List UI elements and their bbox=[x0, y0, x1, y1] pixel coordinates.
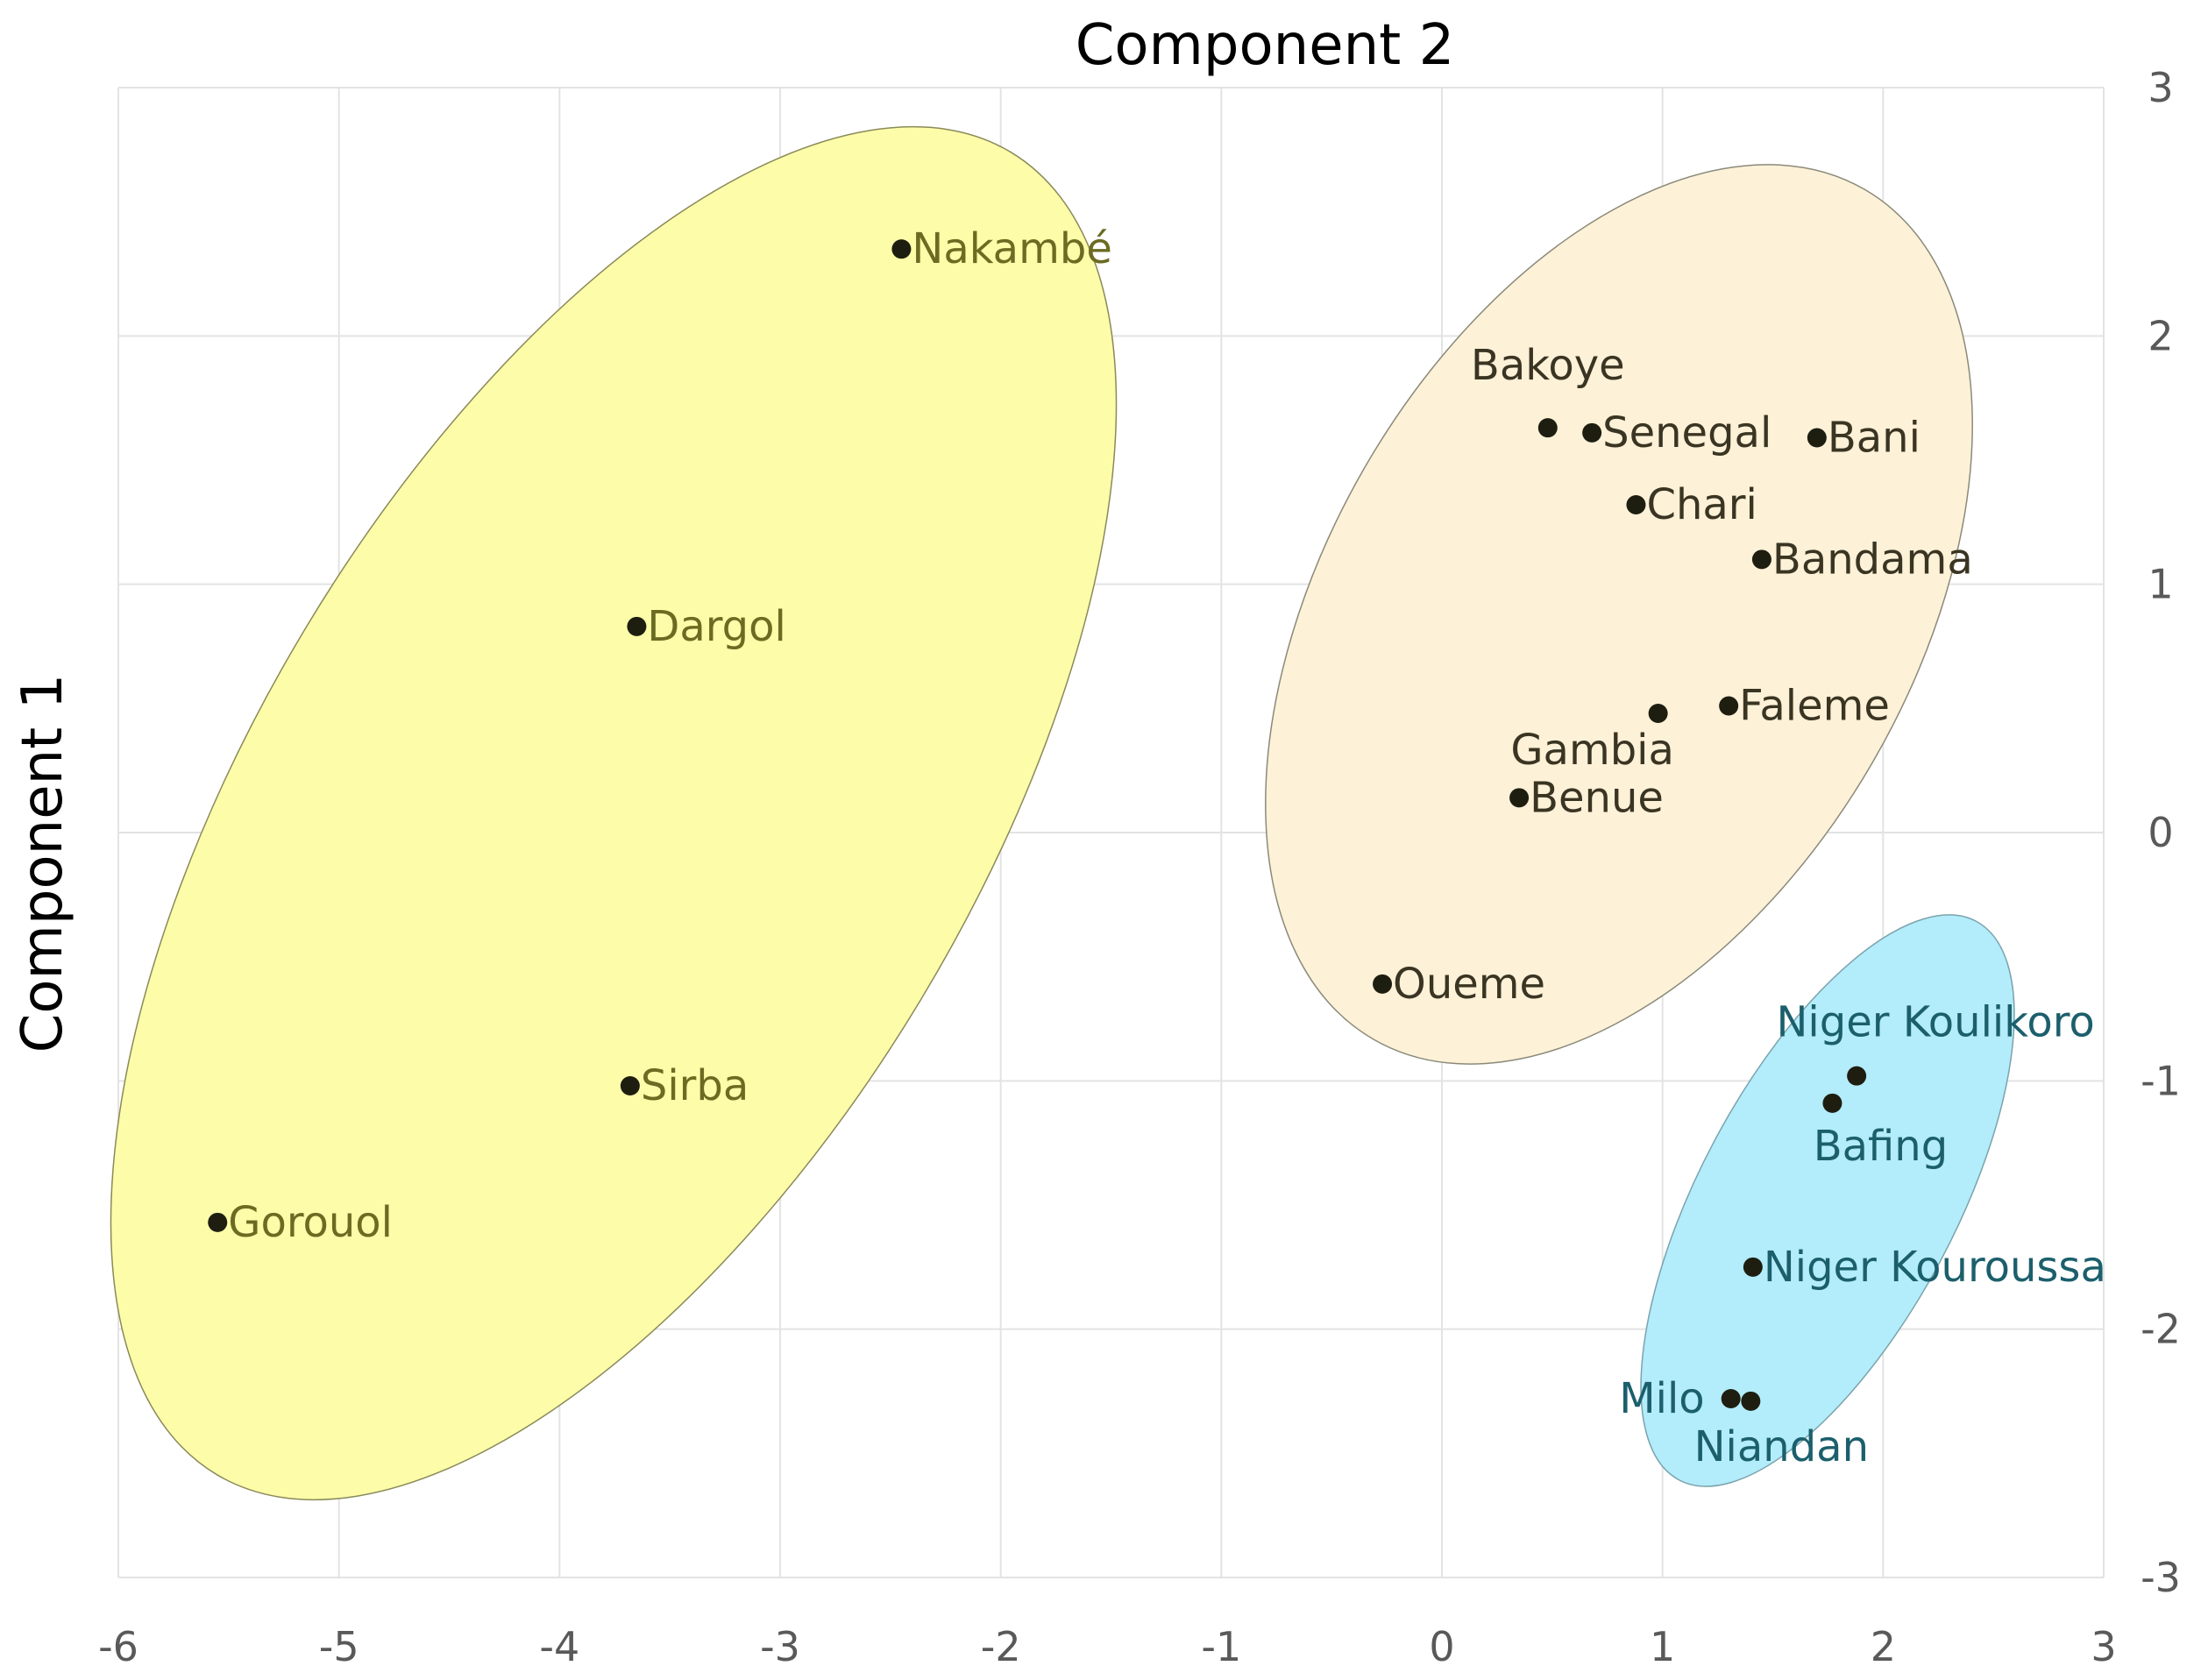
y-axis-title: Component 1 bbox=[11, 674, 75, 1053]
data-point bbox=[1743, 1257, 1763, 1277]
point-label: Niger Koulikoro bbox=[1776, 998, 2094, 1047]
data-points: Nakambé Dargol Sirba Gorouol Bakoye Senegal Ba… bbox=[208, 224, 2106, 1471]
x-tick-label: 2 bbox=[1871, 1623, 1896, 1670]
data-point bbox=[1807, 428, 1827, 448]
point-label: Bandama bbox=[1772, 535, 1973, 584]
x-tick-label: -4 bbox=[539, 1623, 579, 1670]
x-tick-label: -6 bbox=[98, 1623, 138, 1670]
data-point bbox=[1822, 1093, 1842, 1113]
x-tick-label: -3 bbox=[760, 1623, 800, 1670]
y-tick-label: 0 bbox=[2148, 809, 2173, 856]
point-label: Faleme bbox=[1739, 682, 1890, 731]
cluster-ellipse-group-3 bbox=[1640, 914, 2015, 1487]
point-label: Bani bbox=[1828, 414, 1921, 463]
x-tick-label: 3 bbox=[2091, 1623, 2116, 1670]
data-point bbox=[1509, 788, 1530, 808]
point-label: Bafing bbox=[1814, 1122, 1948, 1171]
data-point bbox=[1721, 1389, 1741, 1408]
cluster-ellipse-group-1 bbox=[110, 125, 1118, 1501]
point-label: Nakambé bbox=[912, 224, 1111, 273]
cluster-ellipses bbox=[110, 125, 2015, 1501]
point-label: Senegal bbox=[1602, 408, 1771, 457]
axis-tick-labels: -6 -5 -4 -3 -2 -1 0 1 2 3 3 2 1 0 -1 -2 -3 bbox=[98, 64, 2181, 1670]
point-label: Dargol bbox=[647, 602, 785, 651]
point-label: Milo bbox=[1619, 1374, 1704, 1423]
data-point bbox=[1582, 422, 1602, 443]
point-label: Chari bbox=[1646, 480, 1757, 529]
data-point bbox=[1373, 974, 1393, 994]
data-point bbox=[1741, 1391, 1761, 1411]
point-label: Niger Kouroussa bbox=[1764, 1243, 2106, 1292]
data-point bbox=[1719, 696, 1739, 716]
point-label: Gorouol bbox=[228, 1198, 393, 1247]
x-tick-label: -2 bbox=[981, 1623, 1021, 1670]
y-tick-label: -1 bbox=[2141, 1057, 2181, 1104]
x-tick-label: -1 bbox=[1201, 1623, 1241, 1670]
data-point bbox=[1537, 418, 1558, 438]
point-label: Oueme bbox=[1393, 960, 1545, 1009]
data-point bbox=[627, 616, 647, 636]
x-tick-label: 0 bbox=[1429, 1623, 1454, 1670]
data-point bbox=[1847, 1066, 1867, 1086]
data-point bbox=[208, 1212, 228, 1232]
point-label: Sirba bbox=[641, 1061, 749, 1110]
data-point bbox=[1751, 549, 1771, 570]
data-point bbox=[891, 239, 912, 259]
y-tick-label: -3 bbox=[2141, 1554, 2181, 1601]
y-tick-label: 3 bbox=[2148, 64, 2173, 111]
point-label: Benue bbox=[1530, 773, 1664, 822]
cluster-ellipse-group-2 bbox=[1265, 164, 1973, 1065]
y-tick-label: 1 bbox=[2148, 561, 2173, 608]
y-tick-label: -2 bbox=[2141, 1306, 2181, 1353]
x-tick-label: -5 bbox=[319, 1623, 359, 1670]
y-tick-label: 2 bbox=[2148, 312, 2173, 359]
data-point bbox=[1626, 495, 1646, 514]
point-label: Niandan bbox=[1694, 1422, 1869, 1471]
point-label: Gambia bbox=[1510, 726, 1674, 775]
point-label: Bakoye bbox=[1471, 341, 1625, 390]
x-tick-label: 1 bbox=[1650, 1623, 1675, 1670]
data-point bbox=[1648, 704, 1668, 723]
chart-title: Component 2 bbox=[1076, 13, 1455, 78]
data-point bbox=[620, 1076, 640, 1095]
